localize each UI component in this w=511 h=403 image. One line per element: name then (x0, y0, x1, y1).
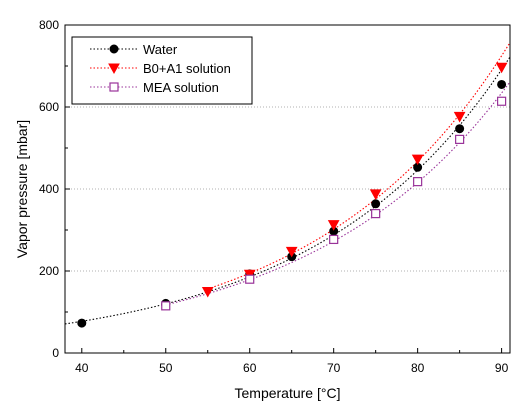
data-point-s2-90 (497, 96, 507, 106)
axis-ticks (65, 24, 503, 354)
legend-label-1: B0+A1 solution (143, 61, 231, 76)
series-curve-2 (165, 81, 511, 306)
series-curve-1 (207, 42, 511, 290)
y-tick-label-0: 0 (52, 346, 59, 360)
x-tick-label-50: 50 (159, 361, 173, 375)
legend-marker-0 (109, 44, 119, 54)
series-markers (77, 62, 508, 328)
data-point-s0-90 (497, 79, 507, 89)
grid-lines (65, 106, 510, 272)
data-point-s0-75 (371, 199, 381, 209)
data-point-s2-80 (413, 177, 423, 187)
data-point-s1-80 (411, 154, 424, 166)
data-point-s0-85 (455, 124, 465, 134)
data-point-s2-60 (245, 274, 255, 284)
legend-label-2: MEA solution (143, 80, 219, 95)
y-tick-label-800: 800 (39, 18, 59, 32)
data-point-s2-50 (161, 301, 171, 311)
series-curves (64, 42, 511, 325)
data-point-s2-75 (371, 209, 381, 219)
legend: Water B0+A1 solution MEA solution (71, 36, 253, 105)
data-point-s2-70 (329, 234, 339, 245)
data-point-s1-65 (285, 246, 298, 258)
legend-marker-2 (109, 82, 119, 92)
x-tick-labels: 40 50 60 70 80 90 (75, 361, 508, 375)
data-point-s1-75 (369, 189, 382, 200)
y-tick-label-200: 200 (39, 264, 59, 278)
x-tick-label-40: 40 (75, 361, 89, 375)
y-tick-label-400: 400 (39, 182, 59, 196)
series-curve-0 (64, 56, 511, 325)
x-tick-label-80: 80 (411, 361, 425, 375)
x-tick-label-90: 90 (495, 361, 509, 375)
y-tick-label-600: 600 (39, 100, 59, 114)
data-point-s1-70 (327, 220, 340, 231)
x-tick-label-60: 60 (243, 361, 257, 375)
legend-box (71, 36, 253, 105)
data-point-s1-55 (201, 287, 214, 298)
x-tick-label-70: 70 (327, 361, 341, 375)
data-point-s1-85 (453, 111, 466, 123)
data-point-s0-40 (77, 318, 87, 328)
legend-label-0: Water (143, 42, 178, 57)
data-point-s1-90 (495, 62, 508, 74)
x-axis-title: Temperature [°C] (235, 385, 341, 401)
y-axis-title: Vapor pressure [mbar] (14, 120, 30, 258)
y-tick-labels: 0 200 400 600 800 (39, 18, 59, 360)
data-point-s2-85 (455, 134, 465, 144)
legend-marker-1 (108, 63, 120, 75)
